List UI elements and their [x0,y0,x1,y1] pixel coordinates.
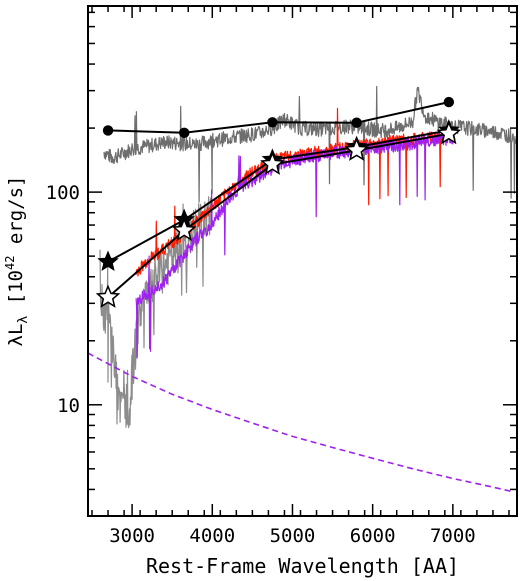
point-circle-0 [102,125,114,136]
y-axis-label-sub: λ [16,316,31,324]
dashed-model-line [88,352,514,493]
y-tick-label: 100 [46,182,80,204]
y-axis-label-unit-exp: 42 [3,256,17,270]
point-open-star-4 [436,120,462,145]
point-open-star-1 [171,217,197,241]
point-circle-1 [179,127,190,139]
point-circle-3 [351,117,362,128]
axis-tick-labels: 3000 4000 5000 6000 7000 10 100 [46,182,476,547]
y-tick-label: 10 [57,395,80,417]
point-open-star-2 [260,151,285,175]
y-axis-label: λLλ [1042 erg/s] [3,175,31,346]
point-open-star-3 [344,137,369,161]
y-axis-label-unit-prefix: [10 [5,270,27,316]
x-tick-label: 6000 [350,525,396,547]
plot-area [88,85,517,493]
y-axis-label-unit-suffix: erg/s] [5,175,27,255]
x-tick-label: 4000 [189,525,235,547]
spectrum-gray [103,85,517,203]
x-axis-label: Rest-Frame Wavelength [AA] [146,554,459,578]
plot-frame [87,5,518,517]
x-tick-label: 7000 [430,525,476,547]
x-tick-label: 5000 [270,525,316,547]
point-open-star-0 [95,284,121,308]
axis-ticks [88,6,517,517]
point-circle-4 [443,96,455,108]
point-filled-star-0 [97,250,119,271]
y-axis-label-main: λL [5,324,27,347]
point-circle-2 [267,117,278,128]
x-tick-label: 3000 [109,525,155,547]
